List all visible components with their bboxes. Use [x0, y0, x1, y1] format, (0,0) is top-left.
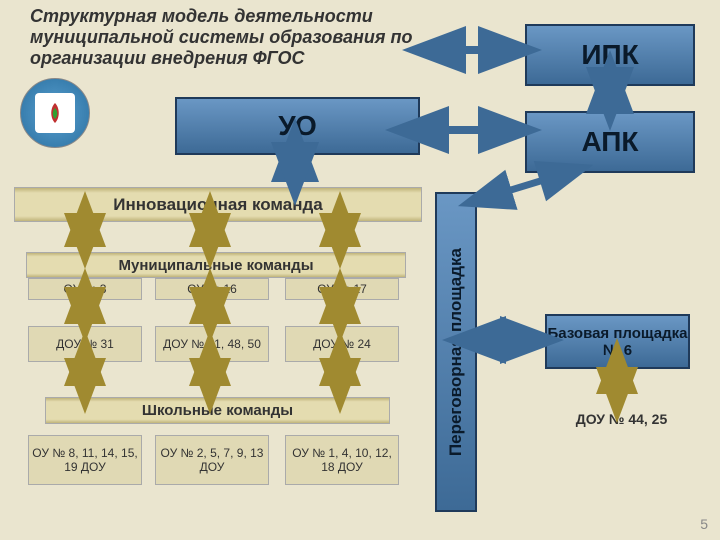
page-number: 5 [700, 516, 708, 532]
arrows-layer [0, 0, 720, 540]
